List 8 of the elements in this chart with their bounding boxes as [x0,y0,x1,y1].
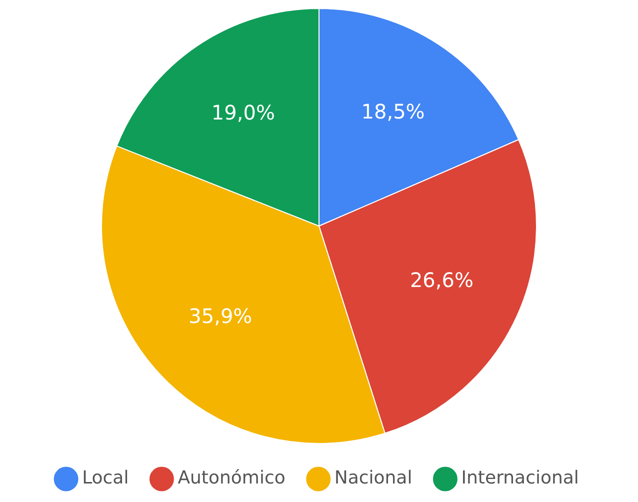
data-label: 18,5% [361,99,425,124]
data-label: 26,6% [410,268,474,292]
data-label: 35,9% [188,304,252,328]
legend-label: Internacional [461,468,579,489]
legend-label: Nacional [334,468,412,489]
data-label: 19,0% [211,100,275,125]
legend-label: Local [82,468,129,489]
legend-label: Autonómico [178,468,286,489]
